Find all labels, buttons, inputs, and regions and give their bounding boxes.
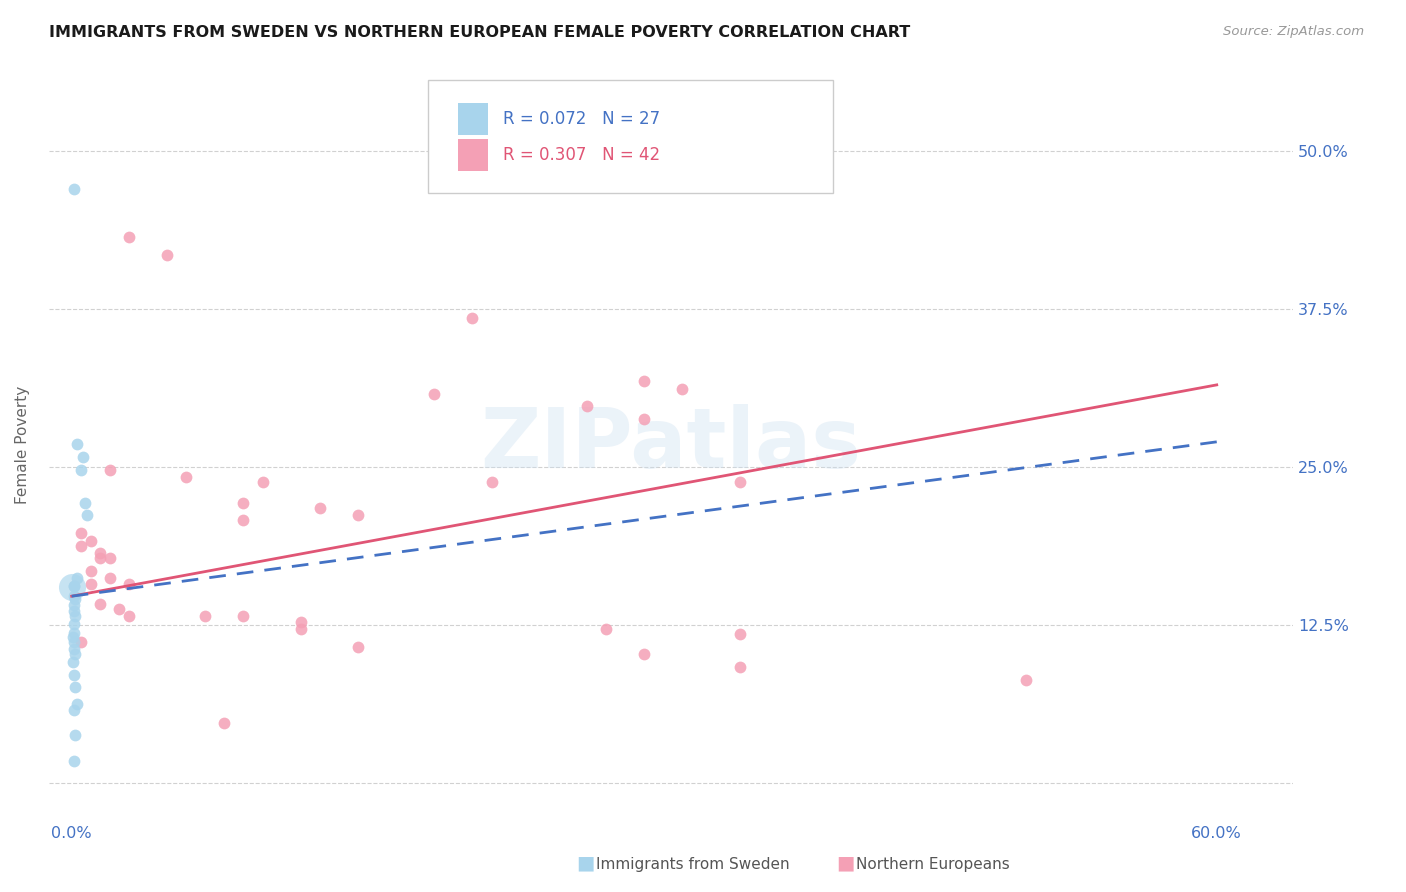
Text: Immigrants from Sweden: Immigrants from Sweden	[596, 857, 790, 872]
Point	[80, 564, 103, 578]
FancyBboxPatch shape	[458, 139, 488, 171]
Point	[98, 551, 121, 566]
Point	[62, 604, 84, 618]
Text: Northern Europeans: Northern Europeans	[856, 857, 1010, 872]
Point	[80, 576, 103, 591]
Point	[232, 495, 254, 509]
Point	[65, 648, 87, 662]
Point	[481, 475, 503, 490]
Text: ZIPatlas: ZIPatlas	[481, 404, 862, 485]
Point	[60, 580, 83, 594]
Point	[633, 374, 655, 388]
Point	[347, 640, 370, 654]
Point	[66, 437, 89, 451]
Text: IMMIGRANTS FROM SWEDEN VS NORTHERN EUROPEAN FEMALE POVERTY CORRELATION CHART: IMMIGRANTS FROM SWEDEN VS NORTHERN EUROP…	[49, 25, 911, 40]
Point	[89, 597, 111, 611]
Point	[62, 626, 84, 640]
Point	[89, 551, 111, 566]
Point	[70, 539, 93, 553]
Text: ■: ■	[576, 854, 595, 872]
Point	[118, 229, 141, 244]
Point	[72, 450, 94, 464]
Point	[633, 648, 655, 662]
Point	[595, 622, 617, 636]
Point	[174, 470, 197, 484]
Point	[232, 609, 254, 624]
Point	[66, 697, 89, 711]
Y-axis label: Female Poverty: Female Poverty	[15, 386, 30, 504]
Point	[62, 617, 84, 632]
Point	[65, 609, 87, 624]
Point	[118, 576, 141, 591]
FancyBboxPatch shape	[429, 79, 832, 193]
Point	[62, 182, 84, 196]
Point	[108, 602, 131, 616]
Point	[62, 579, 84, 593]
Point	[62, 642, 84, 657]
Point	[66, 572, 89, 586]
Text: R = 0.072   N = 27: R = 0.072 N = 27	[503, 110, 659, 128]
Point	[423, 386, 446, 401]
Point	[194, 609, 217, 624]
Text: R = 0.307   N = 42: R = 0.307 N = 42	[503, 146, 659, 164]
Point	[308, 500, 330, 515]
Text: Source: ZipAtlas.com: Source: ZipAtlas.com	[1223, 25, 1364, 38]
Point	[89, 546, 111, 560]
Point	[633, 412, 655, 426]
Point	[62, 703, 84, 717]
Point	[214, 715, 236, 730]
Point	[118, 609, 141, 624]
Point	[62, 634, 84, 648]
Point	[65, 681, 87, 695]
Point	[252, 475, 274, 490]
Point	[62, 754, 84, 768]
Point	[232, 513, 254, 527]
Point	[290, 622, 312, 636]
Point	[62, 630, 84, 644]
Point	[76, 508, 98, 523]
Point	[62, 667, 84, 681]
Point	[80, 533, 103, 548]
Point	[98, 572, 121, 586]
Point	[73, 495, 96, 509]
Point	[156, 247, 179, 261]
Text: ■: ■	[837, 854, 855, 872]
Point	[575, 400, 598, 414]
Point	[728, 475, 751, 490]
Point	[98, 463, 121, 477]
Point	[290, 615, 312, 629]
Point	[1015, 673, 1038, 687]
Point	[70, 634, 93, 648]
Point	[65, 728, 87, 742]
Point	[671, 382, 693, 396]
Point	[62, 579, 84, 593]
Point	[70, 525, 93, 540]
Point	[70, 463, 93, 477]
Point	[461, 310, 484, 325]
Point	[62, 655, 84, 669]
Point	[728, 627, 751, 641]
Point	[728, 660, 751, 674]
Point	[347, 508, 370, 523]
Point	[65, 591, 87, 606]
Point	[62, 598, 84, 612]
Point	[62, 589, 84, 603]
FancyBboxPatch shape	[458, 103, 488, 135]
